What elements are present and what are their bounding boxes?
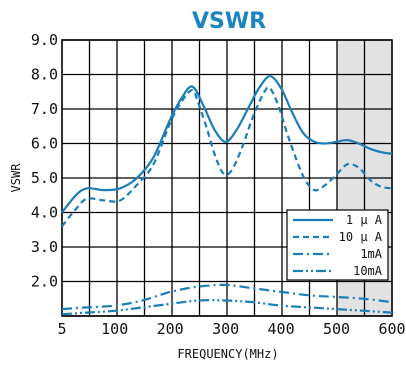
- legend-label: 10 μ A: [339, 230, 383, 244]
- y-tick-label: 8.0: [31, 66, 58, 84]
- y-tick-label: 6.0: [31, 135, 58, 153]
- y-tick-label: 7.0: [31, 100, 58, 118]
- x-tick-label: 400: [268, 320, 295, 338]
- x-tick-label: 500: [323, 320, 350, 338]
- plot-frame: [61, 39, 393, 317]
- axes-layer: 9.0 8.0 7.0 6.0 5.0 4.0 3.0 2.0 5 100 200 300 400 500…: [31, 31, 406, 338]
- series-line-2: [61, 86, 393, 227]
- legend-label: 1mA: [360, 247, 382, 261]
- y-tick-label: 3.0: [31, 238, 58, 256]
- x-tick-label: 600: [378, 320, 405, 338]
- series-line-1: [61, 75, 393, 214]
- series-line-3: [61, 283, 393, 311]
- legend-label: 1 μ A: [346, 213, 383, 227]
- y-tick-label: 4.0: [31, 204, 58, 222]
- x-tick-label: 100: [101, 320, 128, 338]
- y-axis-label: VSWR: [9, 163, 23, 193]
- series-line-4: [61, 299, 393, 316]
- legend-box: [286, 209, 389, 281]
- legend-label: 10mA: [353, 264, 383, 278]
- x-tick-label: 5: [57, 320, 66, 338]
- legend: 1 μ A 10 μ A 1mA 10mA: [286, 209, 389, 281]
- x-tick-label: 300: [212, 320, 239, 338]
- y-tick-label: 5.0: [31, 169, 58, 187]
- series-layer: [61, 75, 393, 316]
- y-tick-label: 2.0: [31, 273, 58, 291]
- x-axis-label: FREQUENCY(MHz): [177, 347, 278, 361]
- x-tick-label: 200: [157, 320, 184, 338]
- chart-title: VSWR: [192, 9, 266, 34]
- y-tick-label: 9.0: [31, 31, 58, 49]
